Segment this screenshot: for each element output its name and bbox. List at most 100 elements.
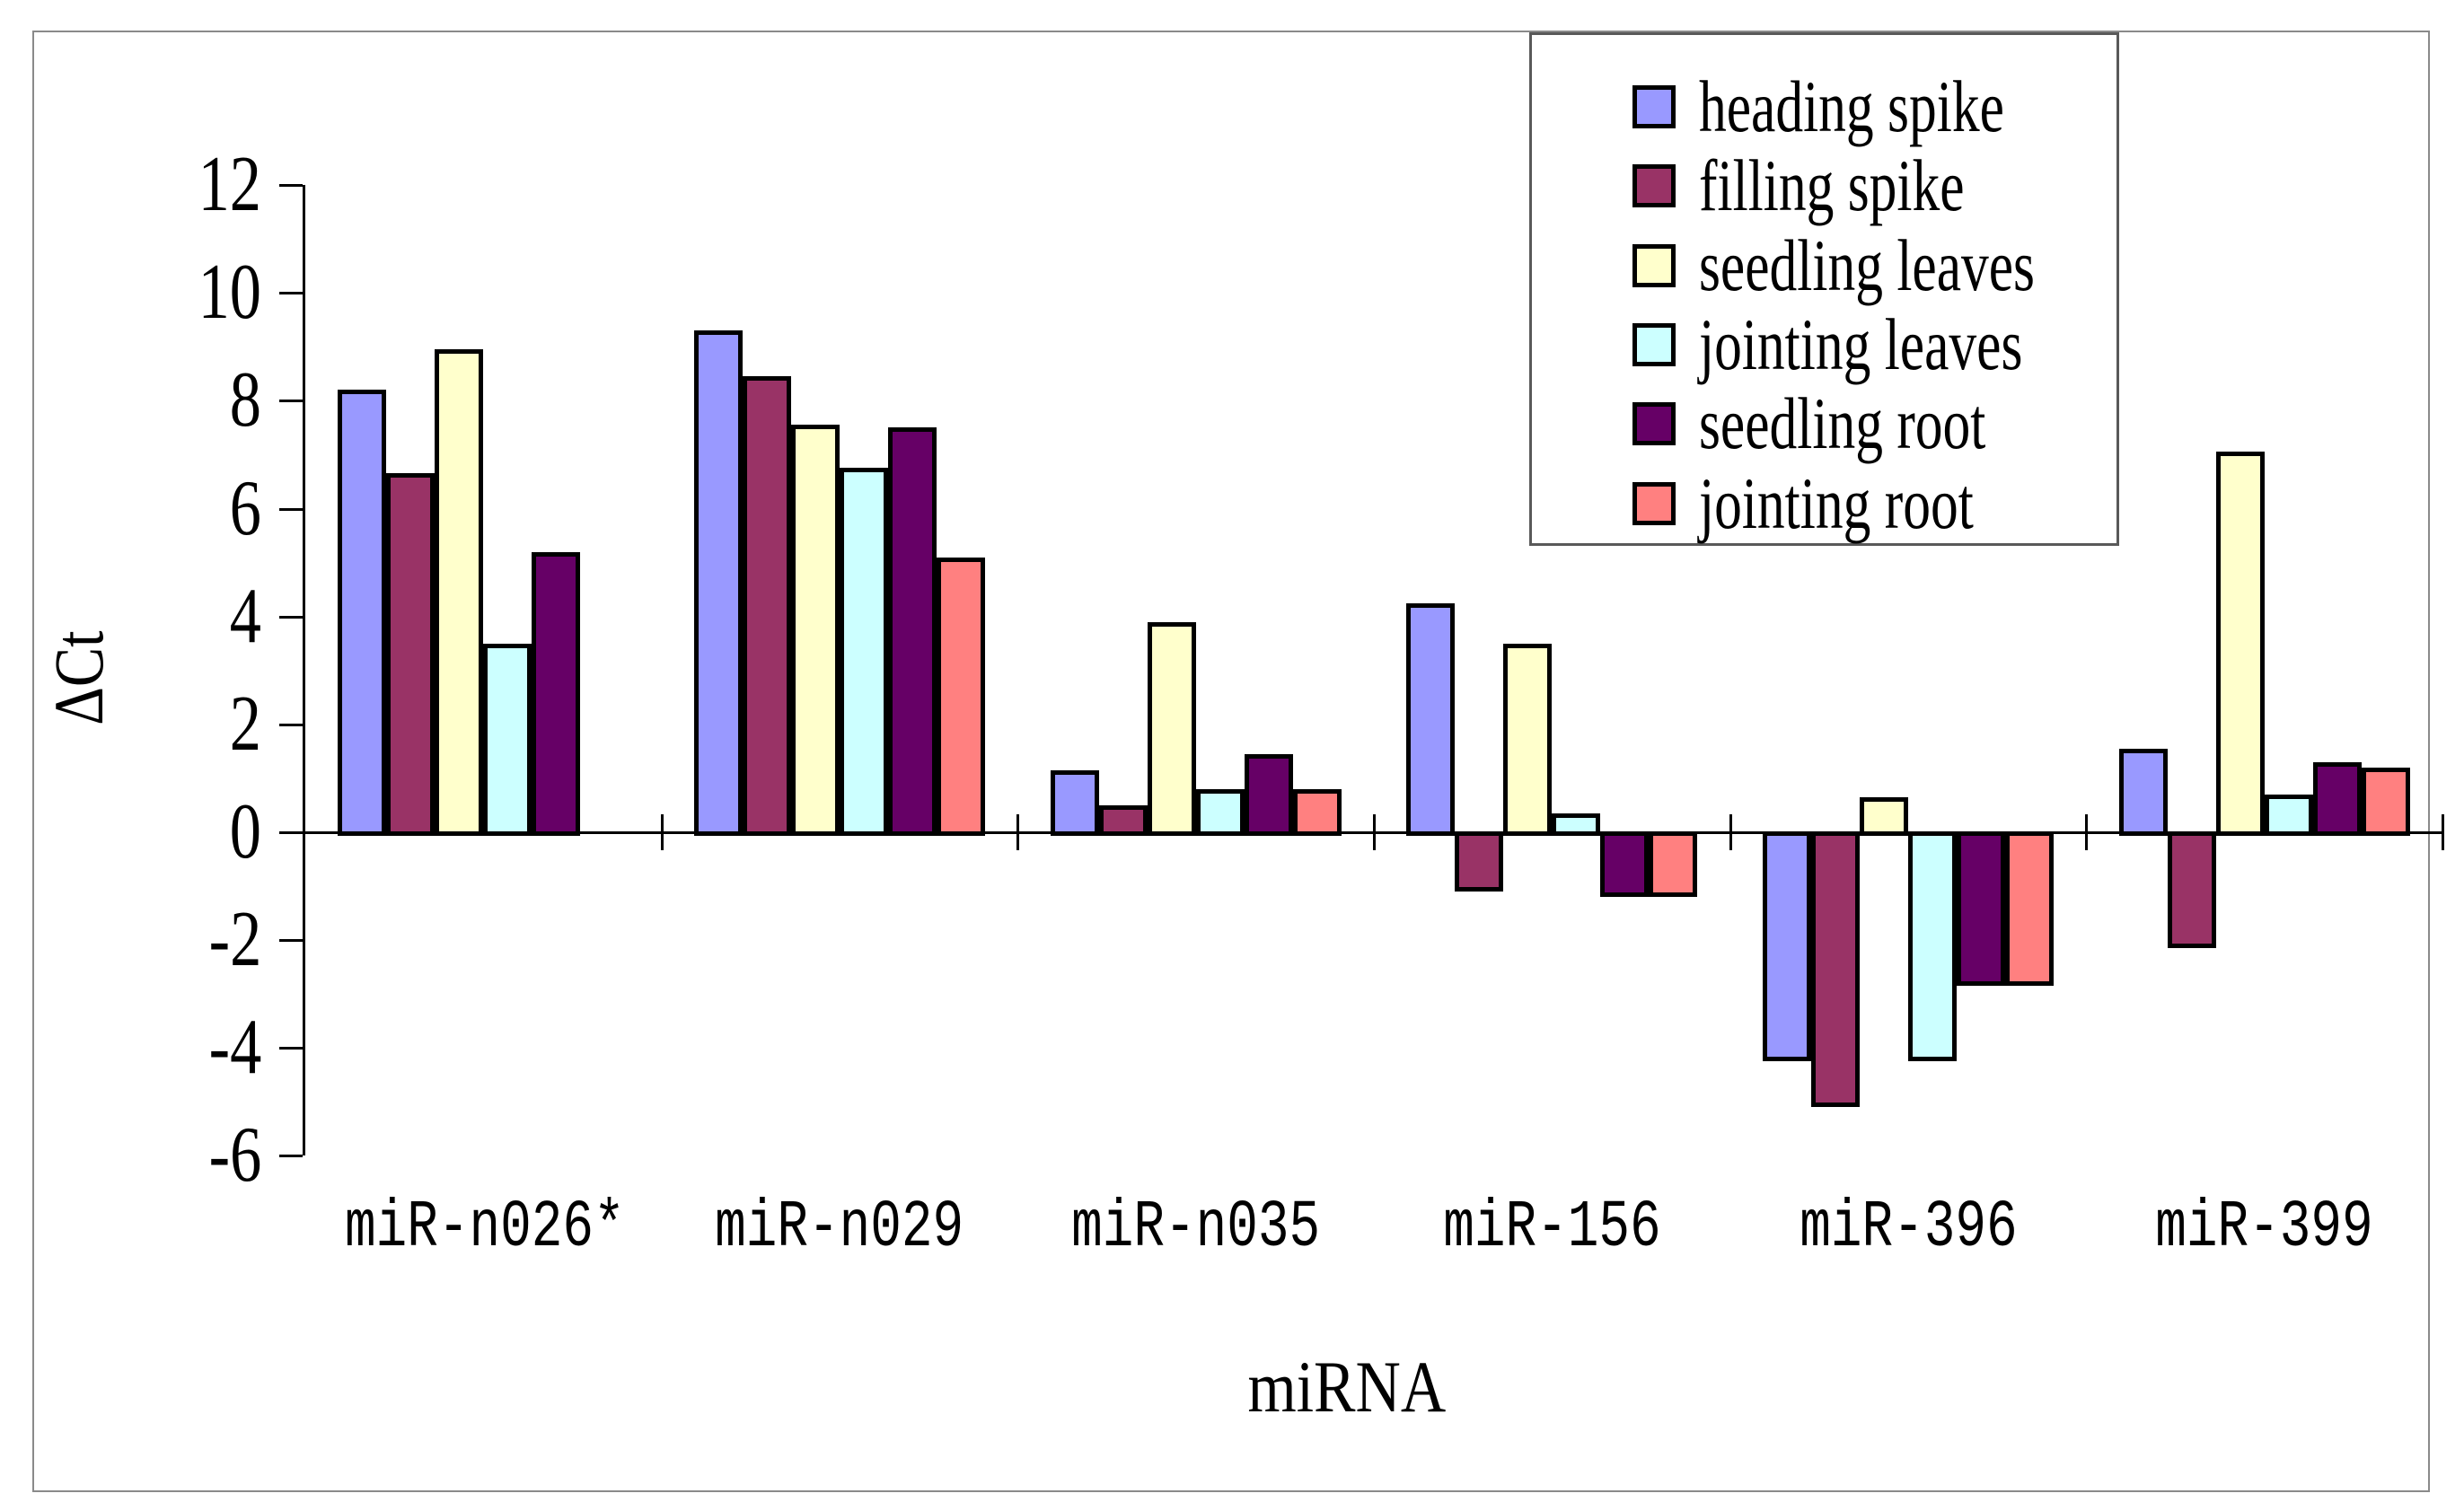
bar-mir-n029-seedling-root	[888, 427, 937, 836]
y-tick--6	[279, 1155, 303, 1158]
bar-mir-n026-heading-spike	[338, 390, 387, 836]
bar-mir-156-filling-spike	[1455, 831, 1504, 892]
y-tick-label-text-12: 12	[198, 141, 261, 228]
y-tick-label-0: 0	[82, 786, 261, 879]
category-label-mir-n026: miR-n026*	[305, 1188, 662, 1269]
bar-mir-396-jointing-root	[2005, 831, 2054, 987]
y-tick-label--6: -6	[82, 1109, 261, 1202]
category-label-text-mir-n026: miR-n026*	[344, 1190, 625, 1266]
y-tick-label--2: -2	[82, 893, 261, 987]
x-axis-tick-1	[660, 814, 664, 850]
y-tick-0	[279, 831, 303, 834]
y-axis-title-text: ΔCt	[40, 630, 118, 725]
y-tick--4	[279, 1047, 303, 1050]
bar-mir-399-heading-spike	[2118, 748, 2168, 836]
y-tick-label-text--2: -2	[208, 896, 261, 984]
y-tick-label-text-10: 10	[198, 249, 261, 337]
legend-row-jointing-leaves: jointing leaves	[1532, 305, 2116, 384]
x-axis-tick-4	[1729, 814, 1732, 850]
y-tick-label-8: 8	[82, 354, 261, 447]
x-axis-tick-2	[1016, 814, 1020, 850]
bar-mir-396-heading-spike	[1763, 831, 1811, 1062]
x-axis-tick-3	[1373, 814, 1376, 850]
legend-label-jointing-root: jointing root	[1699, 461, 1974, 544]
category-label-mir-n029: miR-n029	[662, 1188, 1018, 1269]
bar-mir-n026-jointing-leaves	[483, 643, 532, 836]
bar-mir-n035-jointing-root	[1292, 788, 1342, 836]
y-tick-label-text-0: 0	[229, 788, 261, 875]
legend-box: heading spike filling spike seedling leave…	[1529, 32, 2119, 546]
y-tick-label-10: 10	[82, 246, 261, 339]
y-tick-label-4: 4	[82, 570, 261, 663]
x-axis-title-text: miRNA	[1247, 1346, 1447, 1428]
bar-mir-n026-filling-spike	[386, 473, 436, 836]
legend-label-jointing-leaves: jointing leaves	[1699, 303, 2023, 386]
legend-label-heading-spike: heading spike	[1699, 66, 2004, 148]
y-tick-2	[279, 723, 303, 726]
y-tick-4	[279, 615, 303, 619]
legend-swatch-icon-seedling-root	[1632, 402, 1676, 446]
bar-mir-n035-jointing-leaves	[1195, 788, 1245, 836]
legend-row-heading-spike: heading spike	[1532, 67, 2116, 146]
bar-mir-n029-jointing-leaves	[840, 468, 888, 836]
y-tick-label-text-8: 8	[229, 356, 261, 444]
y-tick-label-text--4: -4	[208, 1004, 261, 1092]
bar-mir-n029-jointing-root	[937, 557, 985, 836]
y-tick-6	[279, 507, 303, 511]
bar-mir-399-seedling-root	[2312, 761, 2362, 836]
bar-mir-n035-filling-spike	[1098, 804, 1148, 836]
bar-mir-156-seedling-root	[1600, 831, 1650, 898]
y-axis-line	[303, 185, 305, 1156]
bar-mir-n026-seedling-root	[532, 551, 581, 836]
bar-mir-n035-heading-spike	[1050, 769, 1099, 836]
category-label-mir-156: miR-156	[1374, 1188, 1730, 1269]
y-tick-12	[279, 184, 303, 187]
category-label-mir-396: miR-396	[1730, 1188, 2087, 1269]
y-tick-label-text--6: -6	[208, 1111, 261, 1199]
category-label-text-mir-n029: miR-n029	[715, 1190, 964, 1266]
x-axis-title: miRNA	[988, 1342, 1706, 1432]
legend-swatch-icon-jointing-root	[1632, 481, 1676, 525]
y-axis-title: ΔCt	[34, 498, 124, 857]
bar-mir-156-heading-spike	[1406, 602, 1456, 836]
bar-mir-n029-heading-spike	[694, 330, 743, 836]
y-tick-10	[279, 292, 303, 295]
bar-mir-399-jointing-leaves	[2264, 794, 2313, 836]
legend-swatch-icon-heading-spike	[1632, 85, 1676, 129]
category-label-mir-n035: miR-n035	[1017, 1188, 1374, 1269]
bar-mir-n029-seedling-leaves	[791, 425, 840, 836]
bar-mir-n029-filling-spike	[743, 376, 791, 836]
y-tick--2	[279, 939, 303, 943]
bar-mir-n035-seedling-leaves	[1147, 621, 1196, 836]
y-tick-label-text-6: 6	[229, 464, 261, 552]
category-label-text-mir-n035: miR-n035	[1071, 1190, 1321, 1266]
bar-mir-n035-seedling-root	[1244, 753, 1293, 836]
category-label-mir-399: miR-399	[2086, 1188, 2442, 1269]
legend-row-seedling-root: seedling root	[1532, 384, 2116, 463]
category-label-text-mir-156: miR-156	[1443, 1190, 1661, 1266]
legend-label-seedling-root: seedling root	[1699, 382, 1986, 465]
y-tick-label-12: 12	[82, 138, 261, 232]
bar-mir-396-jointing-leaves	[1908, 831, 1957, 1062]
bar-mir-399-seedling-leaves	[2215, 452, 2265, 836]
legend-swatch-icon-filling-spike	[1632, 164, 1676, 208]
bar-mir-396-seedling-root	[1957, 831, 2005, 987]
category-label-text-mir-399: miR-399	[2155, 1190, 2373, 1266]
bar-mir-399-jointing-root	[2361, 767, 2410, 836]
y-tick-label--4: -4	[82, 1001, 261, 1094]
bar-mir-156-seedling-leaves	[1503, 643, 1553, 836]
bar-mir-156-jointing-leaves	[1552, 813, 1601, 836]
y-tick-label-text-2: 2	[229, 680, 261, 768]
bar-mir-399-filling-spike	[2167, 831, 2216, 949]
legend-row-seedling-leaves: seedling leaves	[1532, 226, 2116, 305]
y-tick-label-2: 2	[82, 678, 261, 771]
x-axis-tick-6	[2442, 814, 2444, 850]
bar-mir-n026-seedling-leaves	[435, 349, 484, 836]
legend-label-filling-spike: filling spike	[1699, 145, 1965, 227]
legend-row-jointing-root: jointing root	[1532, 464, 2116, 543]
x-axis-tick-5	[2085, 814, 2089, 850]
y-tick-label-text-4: 4	[229, 572, 261, 660]
y-tick-8	[279, 400, 303, 403]
category-label-text-mir-396: miR-396	[1799, 1190, 2018, 1266]
